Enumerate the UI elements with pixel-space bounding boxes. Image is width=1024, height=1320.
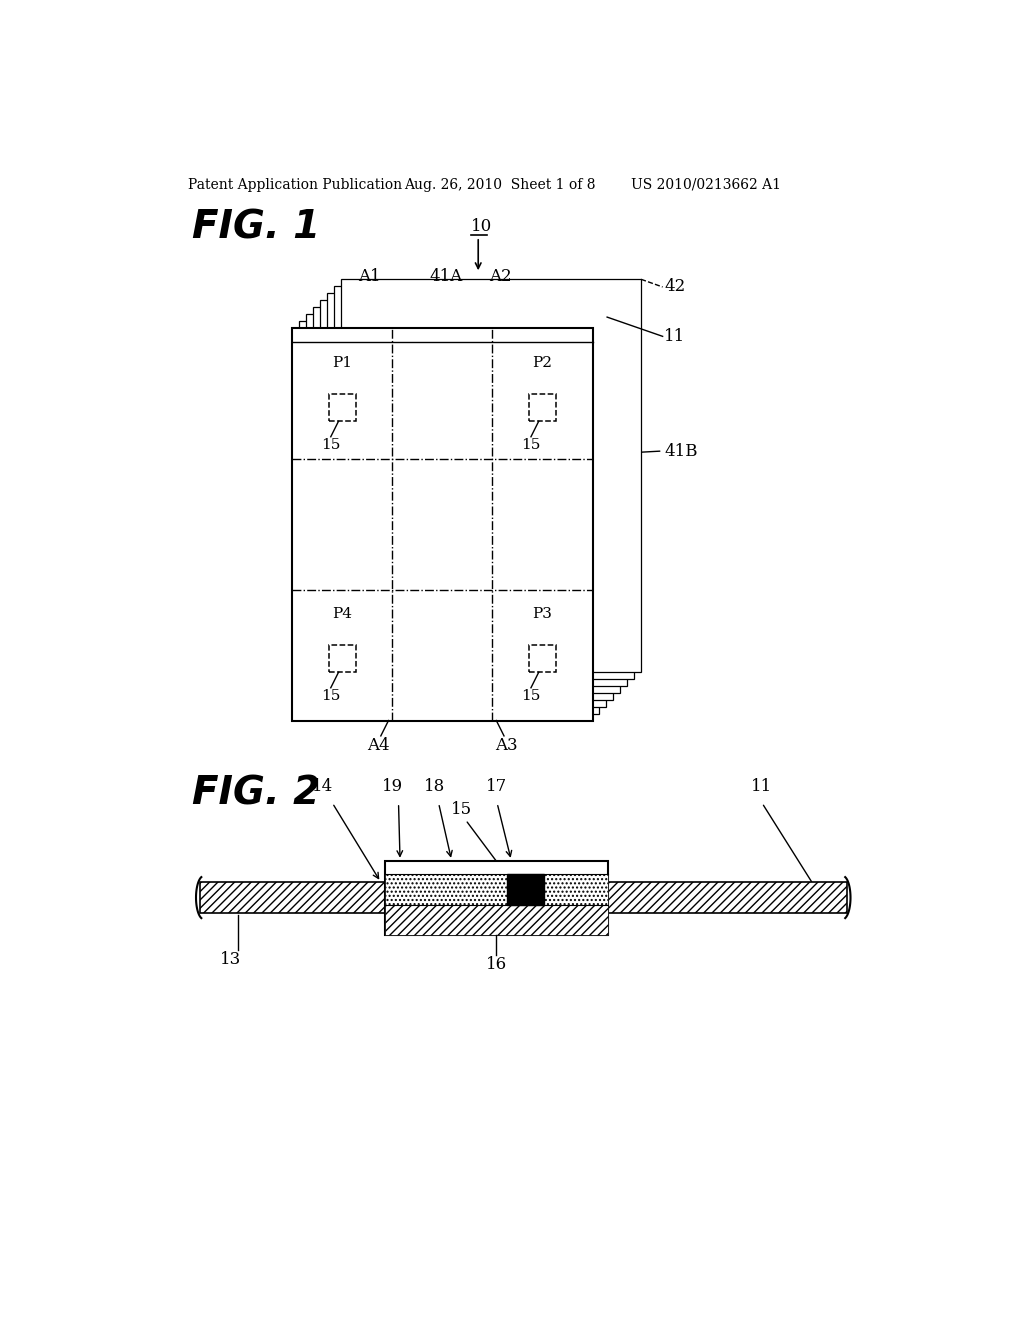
Bar	[529, 645, 556, 672]
Text: 10: 10	[470, 218, 492, 235]
Text: 13: 13	[220, 952, 242, 969]
Text: A1: A1	[358, 268, 381, 285]
Text: 17: 17	[485, 779, 507, 795]
Text: A3: A3	[495, 738, 518, 755]
Bar	[385, 861, 608, 935]
Polygon shape	[299, 321, 599, 714]
Text: 15: 15	[322, 689, 340, 704]
Text: FIG. 2: FIG. 2	[193, 775, 321, 812]
Text: Patent Application Publication: Patent Application Publication	[188, 178, 402, 191]
Text: 15: 15	[452, 801, 472, 818]
Bar	[508, 874, 545, 906]
Text: A4: A4	[368, 738, 390, 755]
Bar	[596, 882, 847, 913]
Polygon shape	[292, 327, 593, 721]
Text: 18: 18	[424, 779, 445, 795]
Bar	[385, 906, 608, 935]
Text: P1: P1	[333, 356, 352, 370]
Bar	[385, 874, 608, 906]
Text: 14: 14	[312, 779, 334, 795]
Text: 41B: 41B	[665, 442, 697, 459]
Text: P2: P2	[532, 356, 553, 370]
Text: 11: 11	[665, 327, 685, 345]
Bar	[200, 882, 396, 913]
Polygon shape	[327, 293, 628, 686]
Text: 15: 15	[322, 438, 340, 453]
Polygon shape	[334, 286, 634, 678]
Text: FIG. 1: FIG. 1	[193, 209, 321, 247]
Text: 15: 15	[521, 438, 541, 453]
Text: P3: P3	[532, 607, 552, 620]
Bar	[529, 395, 556, 421]
Polygon shape	[313, 308, 613, 700]
Text: 42: 42	[665, 279, 685, 296]
Text: 15: 15	[521, 689, 541, 704]
Text: P4: P4	[333, 607, 352, 620]
Polygon shape	[306, 314, 606, 706]
Text: US 2010/0213662 A1: US 2010/0213662 A1	[631, 178, 781, 191]
Text: 16: 16	[485, 956, 507, 973]
Polygon shape	[319, 300, 621, 693]
Bar	[329, 395, 355, 421]
Text: A2: A2	[488, 268, 511, 285]
Text: 19: 19	[382, 779, 402, 795]
Text: Aug. 26, 2010  Sheet 1 of 8: Aug. 26, 2010 Sheet 1 of 8	[403, 178, 595, 191]
Text: 41A: 41A	[430, 268, 463, 285]
Bar	[329, 645, 355, 672]
Text: 11: 11	[752, 779, 772, 795]
Polygon shape	[341, 280, 641, 672]
